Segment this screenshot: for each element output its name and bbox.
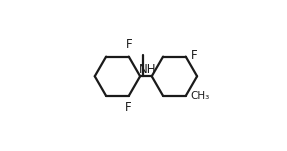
Text: CH₃: CH₃ [191, 92, 210, 101]
Text: F: F [191, 49, 197, 62]
Text: F: F [126, 38, 133, 51]
Text: F: F [125, 101, 131, 114]
Text: NH: NH [139, 63, 156, 76]
